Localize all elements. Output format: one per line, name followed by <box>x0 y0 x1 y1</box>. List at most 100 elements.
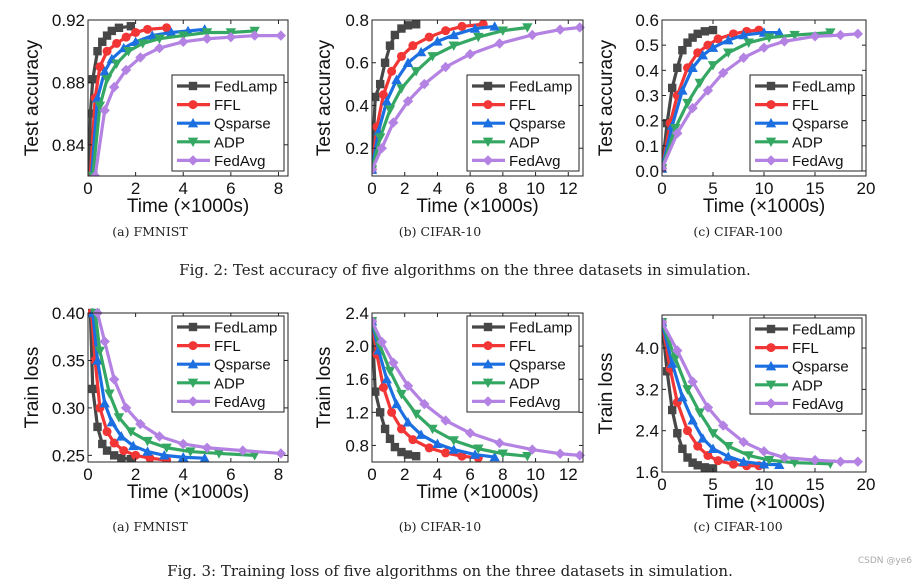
legend-marker <box>188 81 198 91</box>
data-point <box>112 38 122 48</box>
data-point <box>682 385 693 395</box>
y-tick-label: 2.0 <box>345 337 369 356</box>
data-point <box>116 431 127 441</box>
data-point <box>469 23 481 33</box>
data-point <box>707 61 719 71</box>
series-line-ffl <box>372 22 484 170</box>
figure-caption-2: Fig. 2: Test accuracy of five algorithms… <box>179 261 751 279</box>
legend-label: FedAvg <box>792 396 843 413</box>
legend-marker <box>482 396 494 407</box>
x-tick-label: 0 <box>83 179 92 198</box>
data-point <box>688 33 697 42</box>
data-point <box>489 451 500 462</box>
data-point <box>249 30 260 41</box>
y-tick-label: 0.88 <box>52 73 85 92</box>
y-tick-label: 1.2 <box>345 403 369 422</box>
series-line-adp <box>662 30 831 169</box>
data-point <box>381 96 392 106</box>
subcaption-fig3c: (c) CIFAR-100 <box>693 519 783 534</box>
legend-item-fedlamp: FedLamp <box>177 320 277 337</box>
x-tick-label: 8 <box>274 179 283 198</box>
x-axis-label: Time (×1000s) <box>127 482 249 503</box>
x-tick-label: 5 <box>708 475 717 494</box>
data-point <box>275 30 287 41</box>
data-point <box>402 380 414 392</box>
x-tick-label: 2 <box>131 179 140 198</box>
data-point <box>158 450 170 460</box>
legend-marker <box>765 361 777 371</box>
legend-marker <box>765 380 777 390</box>
legend-item-fedlamp: FedLamp <box>177 79 277 96</box>
data-point <box>109 438 119 448</box>
data-point <box>380 58 390 67</box>
data-point <box>527 29 538 41</box>
subcaption-fig3b: (b) CIFAR-10 <box>398 519 482 534</box>
legend-label: ADP <box>792 377 823 394</box>
data-point <box>120 64 132 76</box>
data-point <box>145 453 155 462</box>
data-point <box>672 128 683 139</box>
data-point <box>109 451 119 460</box>
data-point <box>718 67 729 79</box>
plot-frame <box>371 19 584 177</box>
legend-label: FedAvg <box>214 153 265 170</box>
data-point <box>126 22 136 31</box>
data-point <box>687 62 698 73</box>
legend-marker <box>187 118 199 128</box>
data-point <box>114 23 124 32</box>
series-adp <box>88 26 260 176</box>
x-tick-label: 4 <box>179 465 188 484</box>
chart-0: 0 2 4 6 8 0.84 0.88 0.92 Time (×1000s) Test accur… <box>22 11 289 217</box>
data-point <box>522 452 533 462</box>
legend-label: ADP <box>792 134 823 151</box>
data-point <box>135 52 146 63</box>
data-point <box>396 424 406 434</box>
data-point <box>101 75 113 85</box>
data-point <box>457 21 467 31</box>
subcaption-fig2a: (a) FMNIST <box>112 224 188 239</box>
data-point <box>93 422 102 432</box>
data-point <box>102 427 112 437</box>
legend-label: FFL <box>214 97 241 114</box>
x-tick-label: 2 <box>131 465 140 484</box>
data-point <box>131 450 141 460</box>
data-point <box>106 416 118 427</box>
legend-marker <box>482 155 494 166</box>
legend-marker <box>482 359 494 369</box>
data-point <box>375 408 385 417</box>
data-point <box>119 446 129 456</box>
data-point <box>402 96 414 107</box>
data-point <box>697 433 708 443</box>
legend-label: FedAvg <box>509 153 560 170</box>
legend-marker <box>188 322 198 332</box>
data-point <box>99 397 110 408</box>
chart-1: 0 2 4 6 8 10 12 0.2 0.4 0.6 0.8 Time (×1000s) Test a… <box>314 11 585 217</box>
data-point <box>166 27 177 37</box>
data-point <box>707 42 719 52</box>
data-point <box>113 413 125 423</box>
data-point <box>687 415 698 425</box>
y-tick-label: 0.8 <box>345 11 369 30</box>
data-point <box>693 29 702 39</box>
legend-label: FedAvg <box>792 153 843 170</box>
data-point <box>102 31 112 40</box>
data-point <box>700 463 710 472</box>
data-point <box>457 451 467 461</box>
data-point <box>88 109 95 118</box>
x-tick-label: 0 <box>657 179 666 198</box>
y-tick-label: 1.6 <box>635 463 659 482</box>
x-tick-label: 12 <box>559 179 578 198</box>
data-point <box>694 78 705 89</box>
data-point <box>402 57 414 67</box>
x-tick-label: 8 <box>498 179 507 198</box>
data-point <box>554 448 566 459</box>
legend-marker <box>482 137 494 147</box>
figure-caption-3: Fig. 3: Training loss of five algorithms… <box>167 562 733 580</box>
legend-item-qsparse: Qsparse <box>472 116 566 133</box>
x-axis-label: Time (×1000s) <box>127 196 249 217</box>
data-point <box>388 357 399 368</box>
legend-marker <box>187 155 199 166</box>
data-point <box>703 450 713 460</box>
data-point <box>415 429 427 439</box>
